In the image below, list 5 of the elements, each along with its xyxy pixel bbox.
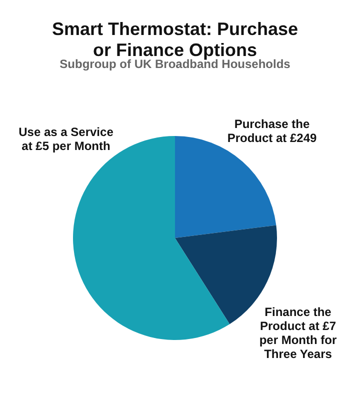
chart-title: Smart Thermostat: Purchase or Finance Options: [52, 19, 298, 60]
slice-label: Use as a Service at £5 per Month: [18, 125, 114, 153]
slice-label: Finance the Product at £7 per Month for Three Years: [259, 305, 337, 361]
pie-slice: [73, 136, 230, 340]
slice-label: Purchase the Product at £249: [227, 117, 318, 145]
